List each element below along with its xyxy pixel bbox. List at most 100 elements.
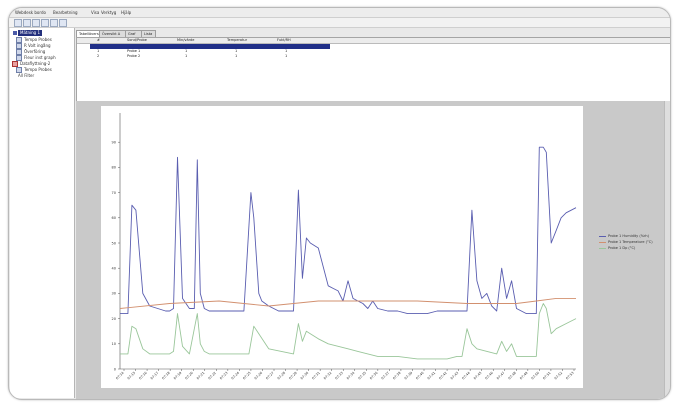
x-tick-label: 07:24 (231, 371, 241, 381)
x-tick-label: 07:38 (392, 371, 402, 381)
refresh-icon[interactable] (50, 19, 58, 27)
table-row[interactable] (90, 44, 330, 49)
tree-item-measurement[interactable]: Mätning 1 (12, 30, 43, 36)
x-tick-label: 07:27 (265, 371, 275, 381)
settings-icon[interactable] (59, 19, 67, 27)
legend-item: Probe 1 Dp (°C) (599, 246, 653, 252)
probe-icon (16, 67, 22, 73)
x-tick-label: 07:47 (496, 371, 506, 381)
x-tick-label: 07:48 (507, 371, 517, 381)
tree-item[interactable]: Dataflyttning-2 (12, 61, 50, 67)
probe-icon (16, 37, 22, 43)
x-tick-label: 07:46 (484, 371, 494, 381)
table-header: # Sond/Probe Min/värde Temperatur Fukt/R… (77, 38, 670, 44)
x-tick-label: 07:34 (346, 371, 356, 381)
series-line-2 (119, 297, 576, 309)
x-tick-label: 07:20 (184, 371, 194, 381)
open-icon[interactable] (23, 19, 31, 27)
probe-icon (16, 43, 22, 49)
x-tick-label: 07:17 (150, 371, 160, 381)
x-tick-label: 07:26 (254, 371, 264, 381)
tab-overview[interactable]: Översikt A (99, 30, 127, 37)
chart-panel: 0 10 20 30 40 50 60 70 80 90 07:14 07:15 07:16 07:17 0… (76, 101, 670, 399)
tree-item[interactable]: Överföring (16, 49, 45, 55)
x-tick-label: 07:19 (173, 371, 183, 381)
table-row[interactable]: 2 Probe 2 1 1 1 (97, 54, 288, 58)
x-tick-label: 07:25 (242, 371, 252, 381)
x-tick-label: 07:15 (127, 371, 137, 381)
legend-swatch (599, 235, 606, 237)
y-tick-label: 60 (112, 216, 116, 220)
x-tick-label: 07:51 (542, 371, 552, 381)
y-tick-label: 50 (112, 241, 116, 245)
tab-table-overview[interactable]: Tabellöversikt (76, 30, 103, 37)
series-line-1 (120, 146, 577, 315)
y-tick-label: 10 (112, 342, 116, 346)
x-tick-label: 07:28 (277, 371, 287, 381)
probe-table: # Sond/Probe Min/värde Temperatur Fukt/R… (76, 37, 670, 102)
x-tick-label: 07:33 (334, 371, 344, 381)
chart-legend: Probe 1 Humidity (%rh) Probe 1 Temperatu… (599, 234, 653, 252)
y-tick-label: 20 (112, 317, 116, 321)
new-icon[interactable] (14, 19, 22, 27)
x-tick-label: 07:35 (357, 371, 367, 381)
x-tick-label: 07:18 (161, 371, 171, 381)
x-tick-label: 07:44 (461, 371, 471, 381)
menu-bar: Webdesk bordo Bearbetning Visa Verktyg H… (9, 8, 670, 18)
x-tick-label: 07:16 (138, 371, 148, 381)
folder-icon (12, 61, 18, 67)
x-tick-label: 07:50 (531, 371, 541, 381)
x-tick-label: 07:52 (554, 371, 564, 381)
menu-item[interactable]: Webdesk bordo (15, 10, 46, 15)
x-tick-label: 07:22 (207, 371, 217, 381)
x-tick-label: 07:29 (288, 371, 298, 381)
print-icon[interactable] (41, 19, 49, 27)
x-tick-label: 07:43 (450, 371, 460, 381)
tab-bar: Tabellöversikt Översikt A Graf Lista (76, 29, 670, 37)
legend-item: Probe 1 Humidity (%rh) (599, 234, 653, 240)
x-tick-label: 07:31 (311, 371, 321, 381)
y-tick-label: 30 (112, 292, 116, 296)
filter-icon (12, 74, 16, 78)
tree-item[interactable]: R Volt ingång (16, 43, 51, 49)
x-tick-label: 07:32 (323, 371, 333, 381)
menu-item[interactable]: Visa (91, 10, 100, 15)
table-row[interactable]: 1 Probe 1 1 1 1 (97, 49, 288, 53)
app-window: Webdesk bordo Bearbetning Visa Verktyg H… (8, 7, 671, 400)
vertical-scrollbar[interactable] (664, 101, 670, 399)
x-tick-label: 07:42 (438, 371, 448, 381)
graph-icon (16, 55, 22, 61)
x-tick-label: 07:14 (115, 371, 125, 381)
y-tick-label: 80 (112, 166, 116, 170)
tree-panel: Mätning 1 Tempo Probes R Volt ingång Öve… (10, 28, 75, 398)
x-tick-label: 07:23 (219, 371, 229, 381)
x-tick-label: 07:41 (427, 371, 437, 381)
tab-list[interactable]: Lista (141, 30, 156, 37)
menu-item[interactable]: Verktyg (101, 10, 117, 15)
x-tick-label: 07:49 (519, 371, 529, 381)
tree-item[interactable]: All Filter (12, 73, 34, 79)
x-tick-label: 07:39 (404, 371, 414, 381)
y-tick-label: 0 (114, 367, 116, 371)
save-icon[interactable] (32, 19, 40, 27)
series-line-3 (120, 303, 577, 360)
legend-swatch (599, 241, 606, 243)
x-tick-label: 07:30 (300, 371, 310, 381)
tree-item[interactable]: Tempo Probes (16, 37, 52, 43)
legend-swatch (599, 247, 606, 249)
transfer-icon (16, 49, 22, 55)
legend-item: Probe 1 Temperature (°C) (599, 240, 653, 246)
x-tick-label: 07:45 (473, 371, 483, 381)
x-tick-label: 07:53 (565, 371, 575, 381)
x-tick-label: 07:40 (415, 371, 425, 381)
toolbar (9, 18, 670, 28)
tree-item[interactable]: Tempo Probes (16, 67, 52, 73)
menu-item[interactable]: Bearbetning (53, 10, 78, 15)
y-tick-label: 40 (112, 267, 116, 271)
folder-icon (12, 30, 18, 36)
tree-item[interactable]: Fleur inst graph (16, 55, 56, 61)
menu-item[interactable]: Hjälp (121, 10, 132, 15)
y-tick-label: 90 (112, 141, 116, 145)
x-tick-label: 07:21 (196, 371, 206, 381)
